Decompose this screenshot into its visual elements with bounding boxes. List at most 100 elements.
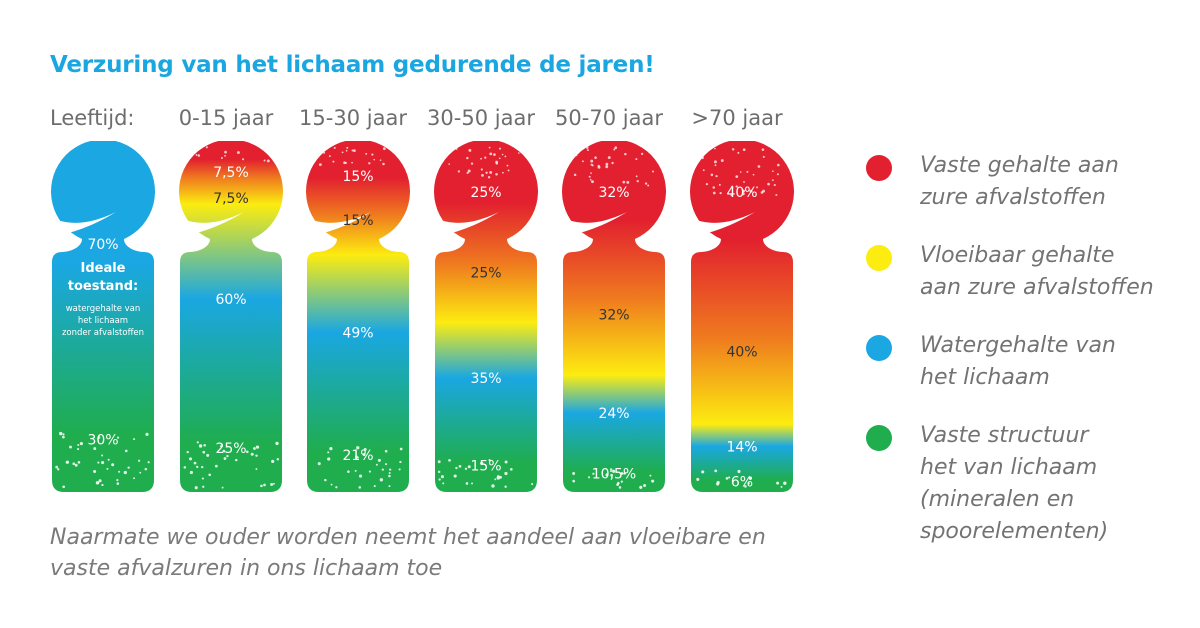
speckle-dot [97, 461, 100, 464]
speckle-dot [189, 470, 193, 475]
speckle-dot [635, 158, 638, 161]
label-minerals: 6% [731, 474, 753, 490]
speckle-dot [481, 174, 484, 177]
label-minerals: 25% [215, 441, 246, 457]
speckle-dot [333, 146, 336, 149]
figures-group: 70% 30% Ideale toestand: watergehalte van het… [47, 141, 795, 492]
speckle-dot [607, 156, 611, 160]
speckle-dot [123, 470, 127, 475]
speckle-dot [324, 478, 327, 482]
speckle-dot [196, 441, 199, 444]
figure-ideal: 70% 30% Ideale toestand: watergehalte van het… [47, 141, 156, 492]
speckle-dot [389, 468, 392, 471]
speckle-dot [760, 191, 764, 194]
speckle-dot [188, 457, 193, 461]
speckle-dot [742, 189, 746, 193]
speckle-dot [712, 186, 715, 189]
age-category-label: >70 jaar [691, 106, 783, 130]
speckle-dot [577, 152, 580, 155]
speckle-dot [715, 175, 718, 178]
speckle-dot [622, 180, 626, 184]
speckle-dot [101, 461, 105, 465]
speckle-dot [610, 473, 614, 477]
speckle-dot [362, 453, 366, 457]
speckle-dot [747, 482, 750, 485]
label-liquid-acid: 7,5% [213, 191, 249, 207]
speckle-dot [221, 486, 224, 489]
speckle-dot [373, 485, 376, 488]
speckle-dot [357, 456, 359, 459]
speckle-dot [741, 192, 745, 196]
speckle-dot [624, 152, 627, 156]
speckle-dot [620, 480, 623, 483]
speckle-dot [590, 163, 593, 166]
speckle-dot [354, 469, 357, 472]
speckle-dot [332, 160, 335, 163]
figure-fill [179, 141, 283, 492]
speckle-dot [388, 471, 391, 475]
speckle-dot [455, 466, 458, 470]
speckle-dot [484, 156, 487, 159]
speckle-dot [576, 151, 579, 154]
speckle-dot [749, 189, 753, 193]
speckle-dot [609, 468, 613, 471]
speckle-dot [208, 473, 212, 477]
speckle-dot [191, 150, 194, 154]
speckle-dot [253, 447, 256, 450]
label-solid-acid: 7,5% [213, 165, 249, 181]
label-liquid-acid: 25% [470, 266, 501, 282]
speckle-dot [719, 192, 722, 195]
speckle-dot [458, 464, 462, 468]
speckle-dot [597, 164, 600, 167]
speckle-dot [480, 157, 482, 160]
speckle-dot [205, 146, 208, 149]
speckle-dot [623, 472, 627, 475]
speckle-dot [345, 149, 348, 152]
speckle-dot [335, 486, 338, 489]
speckle-dot [272, 482, 275, 485]
figure-fill [434, 141, 539, 492]
speckle-dot [614, 146, 618, 149]
speckle-dot [705, 182, 709, 186]
speckle-dot [594, 156, 597, 159]
speckle-dot [377, 458, 381, 462]
speckle-dot [480, 168, 483, 171]
speckle-dot [464, 467, 468, 470]
speckle-dot [263, 483, 266, 487]
legend-swatch [866, 155, 892, 181]
label-solid-acid: 25% [470, 185, 501, 201]
speckle-dot [226, 454, 229, 458]
speckle-dot [271, 459, 275, 463]
speckle-dot [574, 153, 578, 157]
speckle-dot [739, 171, 742, 173]
legend-label: Vaste gehalte aan zure afvalstoffen [920, 153, 1119, 210]
label-water: 35% [470, 371, 501, 387]
speckle-dot [466, 171, 469, 174]
speckle-dot [588, 175, 591, 178]
speckle-dot [101, 483, 104, 487]
speckle-dot [620, 472, 623, 474]
figure-fill [306, 141, 411, 492]
speckle-dot [636, 179, 639, 183]
speckle-dot [780, 485, 783, 488]
speckle-dot [437, 470, 441, 474]
speckle-dot [639, 485, 643, 489]
speckles [696, 147, 787, 488]
speckle-dot [202, 450, 206, 454]
speckle-dot [57, 468, 60, 471]
speckle-dot [510, 468, 513, 471]
legend-label: Vloeibaar gehalte aan zure afvalstoffen [920, 243, 1154, 300]
speckle-dot [346, 146, 349, 149]
legend-label: Vaste structuur het van lichaam (mineral… [920, 423, 1109, 544]
speckle-dot [585, 146, 589, 149]
speckle-dot [499, 147, 502, 150]
mouth-shape [558, 212, 627, 236]
age-category-label: 50-70 jaar [555, 106, 663, 130]
speckle-dot [193, 461, 197, 465]
speckle-dot [652, 170, 655, 173]
speckle-dot [710, 173, 714, 177]
body-figures-chart: 70% 30% Ideale toestand: watergehalte van het… [47, 141, 795, 492]
speckle-dot [706, 147, 709, 151]
speckle-dot [586, 149, 589, 152]
label-solid-acid: 40% [726, 185, 757, 201]
